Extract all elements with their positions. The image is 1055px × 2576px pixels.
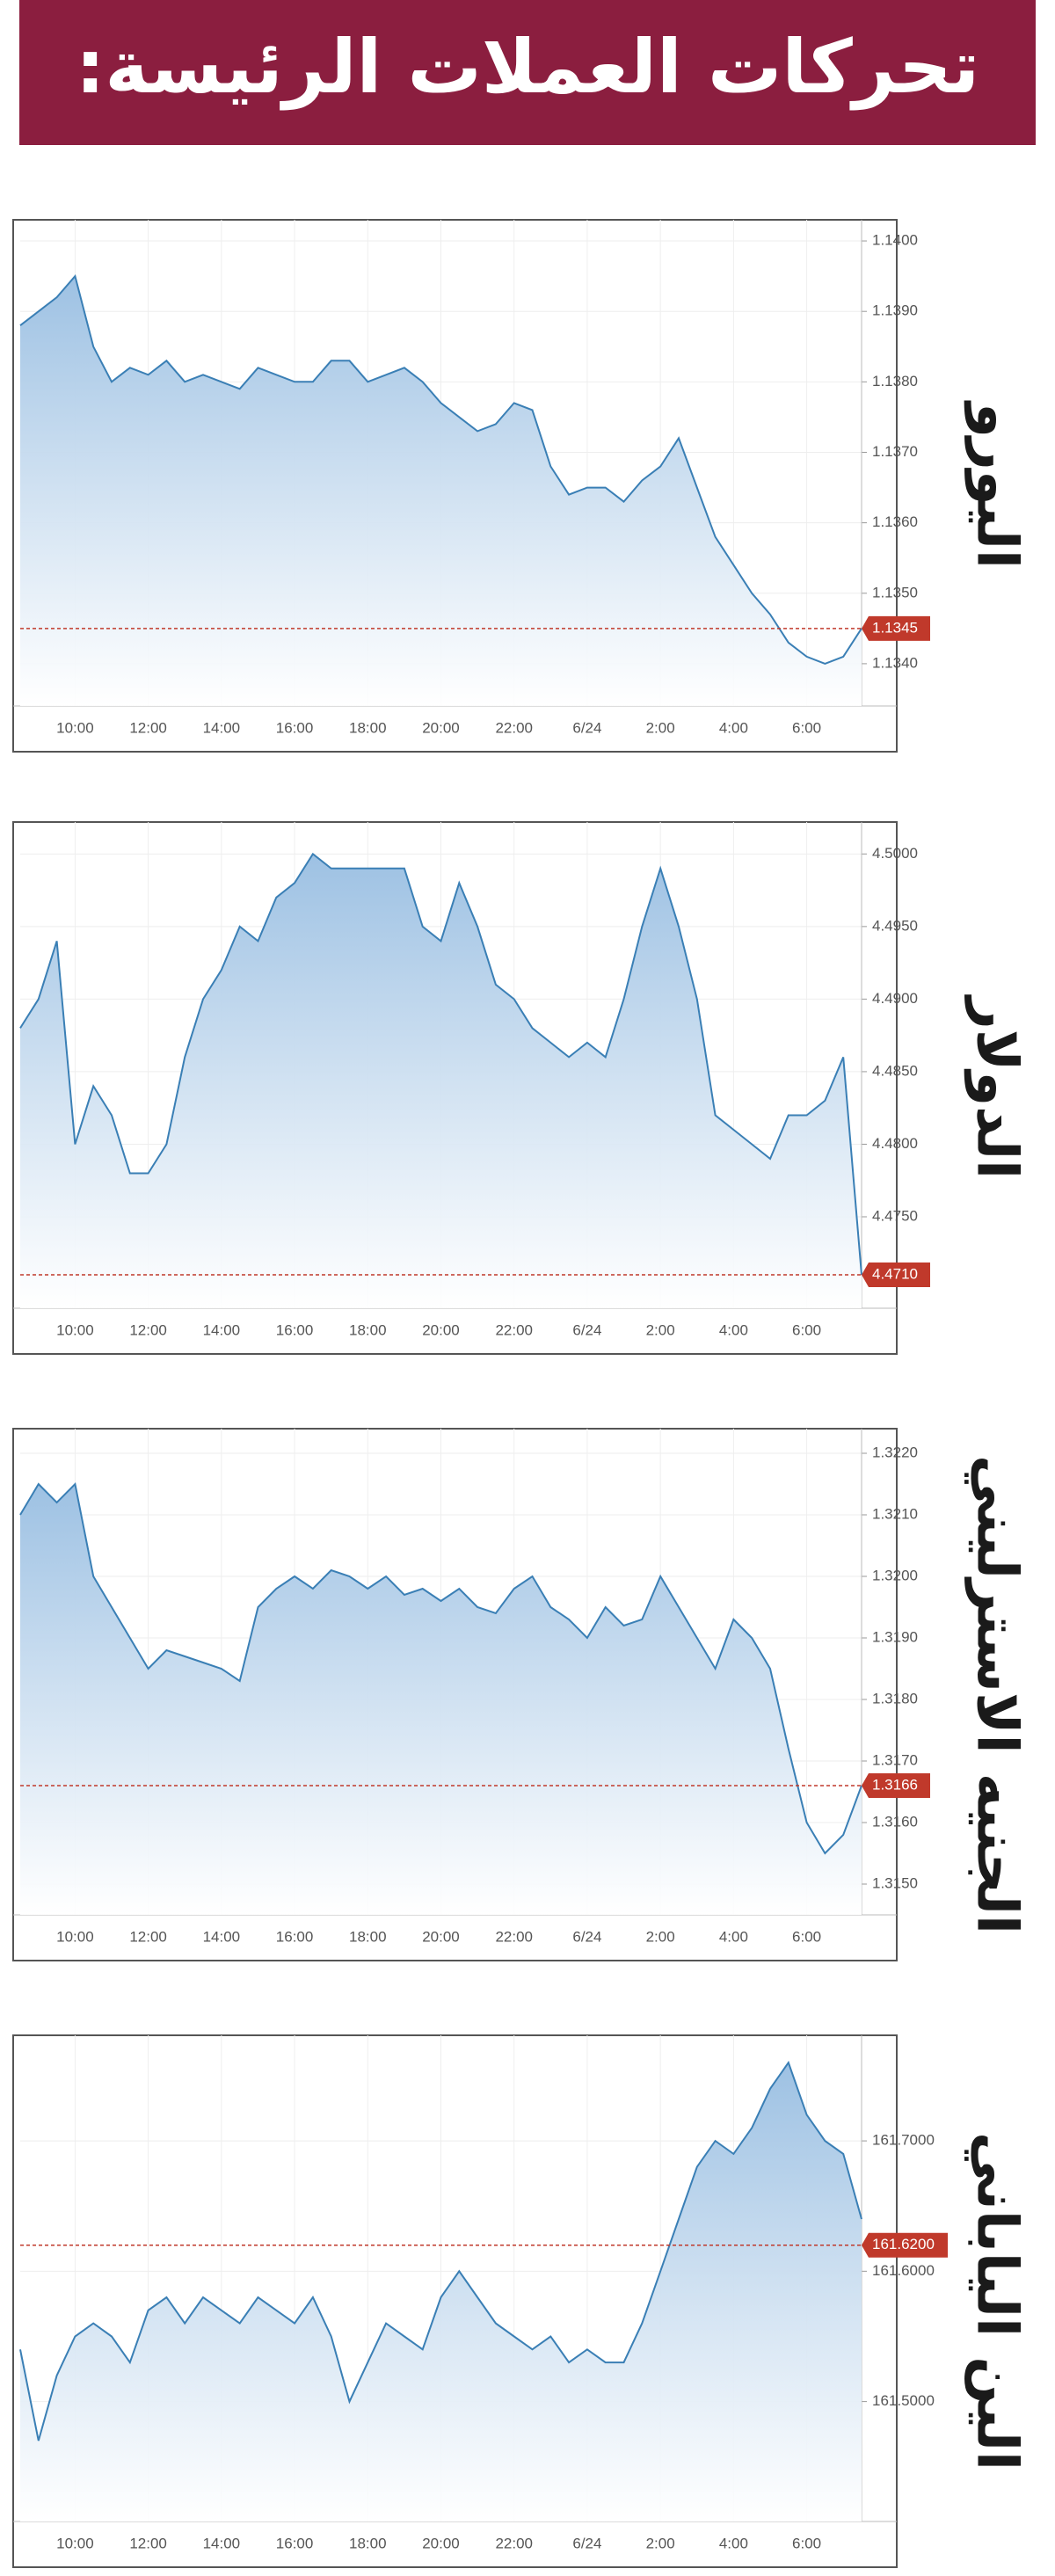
- currency-name: اليورو: [964, 400, 1029, 569]
- currency-name: الين الياباني: [964, 2132, 1029, 2470]
- current-label: 161.6200: [872, 2236, 935, 2252]
- x-tick-label: 6/24: [572, 2535, 601, 2551]
- x-tick-label: 4:00: [719, 719, 748, 736]
- current-tag: [862, 1773, 930, 1798]
- x-tick-label: 18:00: [349, 1321, 387, 1338]
- area-fill: [20, 854, 862, 1308]
- x-tick-label: 22:00: [495, 1321, 533, 1338]
- y-tick-label: 4.4850: [872, 1062, 918, 1079]
- x-tick-label: 10:00: [56, 2535, 94, 2551]
- x-tick-label: 14:00: [203, 2535, 241, 2551]
- x-tick-label: 14:00: [203, 719, 241, 736]
- y-tick-label: 1.1400: [872, 232, 918, 249]
- x-tick-label: 6:00: [792, 1928, 821, 1945]
- price-line: [19, 1481, 862, 1855]
- y-tick-label: 1.3160: [872, 1813, 918, 1830]
- x-tick-label: 12:00: [129, 719, 167, 736]
- current-label: 1.1345: [872, 619, 918, 636]
- page-title: تحركات العملات الرئيسة:: [76, 24, 979, 111]
- x-tick-label: 12:00: [129, 2535, 167, 2551]
- x-tick-label: 10:00: [56, 719, 94, 736]
- price-line: [19, 2060, 862, 2441]
- x-tick-label: 22:00: [495, 1928, 533, 1945]
- x-tick-label: 20:00: [422, 1321, 460, 1338]
- x-tick-label: 14:00: [203, 1321, 241, 1338]
- y-tick-label: 1.1350: [872, 584, 918, 600]
- x-tick-label: 10:00: [56, 1928, 94, 1945]
- x-tick-label: 20:00: [422, 719, 460, 736]
- price-line: [19, 852, 862, 1276]
- y-tick-label: 1.3150: [872, 1874, 918, 1891]
- y-tick-label: 1.1370: [872, 443, 918, 460]
- x-tick-label: 2:00: [646, 2535, 675, 2551]
- area-fill: [20, 276, 862, 706]
- current-tag: [862, 1263, 930, 1288]
- y-tick-label: 4.5000: [872, 845, 918, 862]
- x-tick-label: 18:00: [349, 719, 387, 736]
- current-tag: [862, 615, 930, 641]
- current-label: 4.4710: [872, 1266, 918, 1283]
- y-tick-label: 161.5000: [872, 2392, 935, 2409]
- y-tick-label: 4.4750: [872, 1207, 918, 1224]
- y-tick-label: 161.6000: [872, 2262, 935, 2279]
- y-tick-label: 4.4950: [872, 917, 918, 934]
- x-tick-label: 16:00: [276, 719, 314, 736]
- header-band: [19, 0, 1036, 145]
- x-tick-label: 16:00: [276, 1928, 314, 1945]
- y-tick-label: 1.3180: [872, 1690, 918, 1706]
- y-tick-label: 1.1380: [872, 373, 918, 389]
- y-tick-label: 4.4900: [872, 990, 918, 1007]
- area-fill: [20, 2063, 862, 2521]
- x-tick-label: 12:00: [129, 1321, 167, 1338]
- y-tick-label: 1.3200: [872, 1567, 918, 1583]
- x-tick-label: 2:00: [646, 1321, 675, 1338]
- x-tick-label: 4:00: [719, 2535, 748, 2551]
- x-tick-label: 2:00: [646, 719, 675, 736]
- y-tick-label: 1.1340: [872, 654, 918, 671]
- x-tick-label: 22:00: [495, 719, 533, 736]
- y-tick-label: 1.1390: [872, 302, 918, 319]
- x-tick-label: 6/24: [572, 1928, 601, 1945]
- x-tick-label: 18:00: [349, 2535, 387, 2551]
- x-tick-label: 4:00: [719, 1321, 748, 1338]
- x-tick-label: 6/24: [572, 1321, 601, 1338]
- currency-name: الدولار: [964, 994, 1029, 1179]
- x-tick-label: 16:00: [276, 1321, 314, 1338]
- x-tick-label: 2:00: [646, 1928, 675, 1945]
- x-tick-label: 6/24: [572, 719, 601, 736]
- x-tick-label: 14:00: [203, 1928, 241, 1945]
- y-tick-label: 1.3220: [872, 1444, 918, 1460]
- x-tick-label: 18:00: [349, 1928, 387, 1945]
- area-fill: [20, 1484, 862, 1915]
- x-tick-label: 6:00: [792, 1321, 821, 1338]
- price-line: [19, 274, 862, 665]
- x-tick-label: 4:00: [719, 1928, 748, 1945]
- currency-name: الجنيه الاسترليني: [964, 1455, 1029, 1934]
- x-tick-label: 20:00: [422, 1928, 460, 1945]
- x-tick-label: 16:00: [276, 2535, 314, 2551]
- x-tick-label: 6:00: [792, 2535, 821, 2551]
- y-tick-label: 161.7000: [872, 2132, 935, 2149]
- x-tick-label: 20:00: [422, 2535, 460, 2551]
- x-tick-label: 6:00: [792, 719, 821, 736]
- y-tick-label: 1.3210: [872, 1505, 918, 1522]
- current-label: 1.3166: [872, 1776, 918, 1793]
- current-tag: [862, 2232, 948, 2258]
- x-tick-label: 12:00: [129, 1928, 167, 1945]
- y-tick-label: 1.1360: [872, 513, 918, 530]
- y-tick-label: 1.3170: [872, 1751, 918, 1768]
- x-tick-label: 10:00: [56, 1321, 94, 1338]
- x-tick-label: 22:00: [495, 2535, 533, 2551]
- y-tick-label: 4.4800: [872, 1135, 918, 1152]
- y-tick-label: 1.3190: [872, 1628, 918, 1645]
